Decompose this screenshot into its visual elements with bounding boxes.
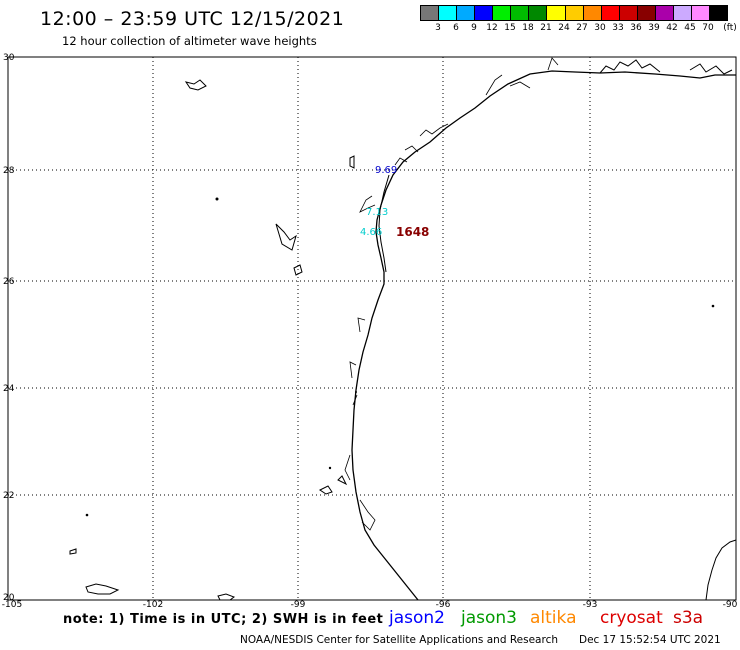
scale-tick-label: 3: [435, 23, 441, 33]
coastline-yucatan: [705, 539, 737, 601]
scale-swatch: [637, 6, 656, 20]
scale-swatch: [601, 6, 620, 20]
scale-swatch: [710, 6, 728, 20]
wave-height-color-scale: 3 6 9 12 15 18 21 24 27 30 33 36 39 42 45 70 (ft): [420, 5, 737, 35]
island-9: [337, 475, 348, 486]
scale-tick-label: 27: [576, 23, 588, 33]
scale-swatch: [655, 6, 674, 20]
scale-swatch: [691, 6, 710, 20]
graticule: [8, 57, 736, 600]
lat-label-22: 22: [3, 491, 15, 501]
islet-4: [328, 466, 332, 470]
island-7: [69, 548, 77, 555]
islet-1: [215, 197, 219, 201]
satellite-label-s3a: s3a: [673, 608, 704, 628]
scale-swatch: [619, 6, 638, 20]
lat-label-30: 30: [3, 53, 15, 63]
observation-label: 1648: [396, 225, 429, 239]
satellite-label-jason2: jason2: [389, 608, 445, 628]
island-1: [184, 79, 207, 91]
footer-note: note: 1) Time is in UTC; 2) SWH is in fe…: [63, 612, 384, 627]
coastline-texas-mexico: [351, 70, 736, 601]
scale-swatch: [439, 6, 458, 20]
scale-tick-label: 12: [486, 23, 498, 33]
generated-timestamp: Dec 17 15:52:54 UTC 2021: [579, 634, 721, 646]
observation-label: 4.66: [360, 227, 382, 238]
credit-line: NOAA/NESDIS Center for Satellite Applica…: [240, 634, 558, 646]
lon-label-99: -99: [290, 600, 306, 610]
scale-tick-label: 15: [504, 23, 516, 33]
islet-5: [355, 391, 357, 393]
island-5: [85, 583, 120, 595]
scale-unit-label: (ft): [723, 23, 737, 33]
scale-swatch: [475, 6, 494, 20]
scale-swatch: [529, 6, 548, 20]
lon-label-96: -96: [435, 600, 451, 610]
lon-label-90: -90: [722, 600, 738, 610]
lat-label-26: 26: [3, 277, 15, 287]
map-frame: [7, 56, 737, 601]
color-scale-labels: 3 6 9 12 15 18 21 24 27 30 33 36 39 42 45 70 (ft): [420, 21, 737, 33]
scale-swatch: [583, 6, 602, 20]
lat-label-20: 20: [3, 593, 15, 603]
satellite-label-cryosat: cryosat: [600, 608, 663, 628]
lon-label-105: -105: [1, 600, 23, 610]
satellite-label-jason3: jason3: [461, 608, 517, 628]
scale-tick-label: 21: [540, 23, 552, 33]
scale-tick-label: 42: [666, 23, 678, 33]
scale-tick-label: 6: [453, 23, 459, 33]
scale-swatch: [457, 6, 476, 20]
lon-label-93: -93: [582, 600, 598, 610]
scale-tick-label: 30: [594, 23, 606, 33]
lat-label-28: 28: [3, 166, 15, 176]
observation-label: 7.13: [366, 207, 388, 218]
scale-swatch: [511, 6, 530, 20]
islet-3: [711, 304, 715, 308]
scale-swatch: [673, 6, 692, 20]
scale-tick-label: 9: [471, 23, 477, 33]
island-4: [349, 155, 355, 169]
scale-swatch: [493, 6, 512, 20]
coastline-louisiana: [599, 59, 733, 75]
coastline-bay-details: [344, 57, 559, 531]
scale-swatch: [565, 6, 584, 20]
island-2: [275, 223, 297, 251]
scale-tick-label: 33: [612, 23, 624, 33]
color-scale-swatches: [420, 5, 728, 21]
scale-tick-label: 24: [558, 23, 570, 33]
island-6: [217, 593, 236, 601]
observation-label: 9.69: [375, 165, 397, 176]
scale-tick-label: 18: [522, 23, 534, 33]
scale-swatch: [421, 6, 440, 20]
scale-tick-label: 45: [684, 23, 696, 33]
lon-label-102: -102: [142, 600, 164, 610]
page-subtitle: 12 hour collection of altimeter wave hei…: [62, 34, 317, 48]
island-8: [319, 485, 333, 495]
satellite-label-altika: altika: [530, 608, 577, 628]
scale-tick-label: 70: [702, 23, 714, 33]
islet-2: [85, 513, 89, 517]
scale-tick-label: 36: [630, 23, 642, 33]
scale-tick-label: 39: [648, 23, 660, 33]
page-title: 12:00 – 23:59 UTC 12/15/2021: [40, 8, 345, 30]
lat-label-24: 24: [3, 384, 15, 394]
scale-swatch: [547, 6, 566, 20]
barrier-island-padre: [378, 174, 390, 273]
island-3: [293, 264, 303, 276]
